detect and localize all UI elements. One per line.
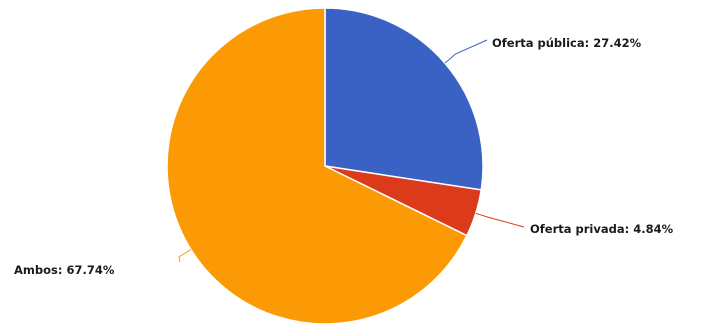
slice-label-ambos: Ambos: 67.74%	[14, 263, 115, 277]
leader-line-2	[178, 249, 192, 263]
leader-line-0	[444, 39, 488, 64]
pie-slices	[166, 7, 484, 324]
leader-lines	[178, 39, 525, 263]
slice-label-oferta-privada: Oferta privada: 4.84%	[530, 222, 674, 236]
slice-label-oferta-publica: Oferta pública: 27.42%	[492, 36, 642, 50]
pie-slice-oferta-p-blica[interactable]	[324, 7, 484, 191]
pie-slice-ambos[interactable]	[166, 7, 468, 324]
leader-line-1	[475, 212, 525, 228]
